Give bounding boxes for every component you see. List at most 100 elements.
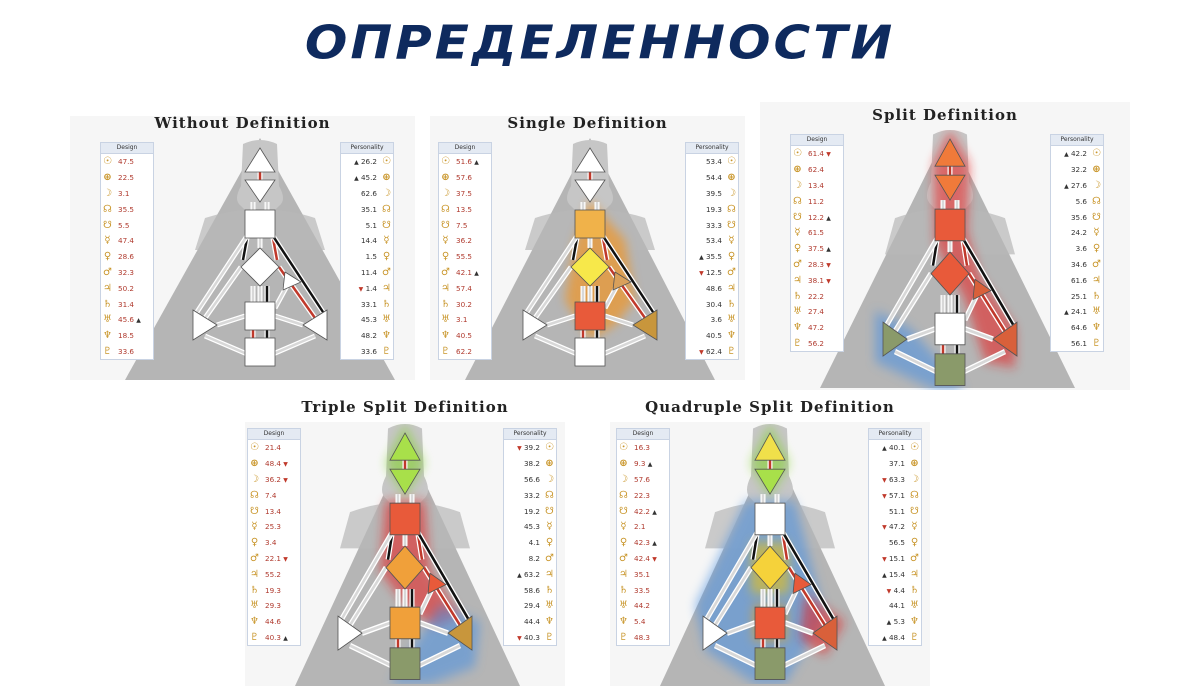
venus-icon: ♀ bbox=[545, 537, 554, 549]
planet-row: ♆ 40.5 bbox=[439, 328, 491, 344]
panel-single-definition: Single Definition Design ☉ 51.6 ▲ ⊕ 57.6 ☽ 37.… bbox=[430, 108, 745, 380]
mercury-icon: ☿ bbox=[911, 521, 918, 533]
planet-value: 16.3 bbox=[634, 443, 651, 453]
channel bbox=[893, 272, 933, 333]
channel bbox=[349, 644, 393, 668]
heart-center bbox=[612, 271, 632, 291]
planet-row: ☿ 25.3 bbox=[248, 519, 300, 535]
channel bbox=[604, 314, 634, 327]
saturn-icon: ♄ bbox=[545, 584, 554, 596]
panel-split-definition: Split Definition Design ☉ 61.4 ▼ ⊕ 62.4 ☽ 13.4… bbox=[760, 100, 1130, 390]
planet-row: ♂ 42.1 ▲ bbox=[439, 265, 491, 281]
planet-row: 51.1 ☋ bbox=[869, 503, 921, 519]
channel bbox=[726, 621, 756, 635]
planet-row: ♀ 28.6 bbox=[101, 249, 153, 265]
planet-row: 30.4 ♄ bbox=[686, 296, 738, 312]
solar-center bbox=[812, 615, 838, 651]
channel bbox=[272, 334, 316, 356]
planet-value: 31.4 bbox=[118, 299, 135, 309]
planet-value: 22.3 bbox=[634, 490, 651, 500]
neptune-icon: ♆ bbox=[103, 330, 112, 342]
mars-icon: ♂ bbox=[441, 266, 450, 278]
planet-value: 14.4 bbox=[360, 236, 377, 246]
planet-value: 51.6 ▲ bbox=[456, 157, 479, 167]
uranus-icon: ♅ bbox=[793, 306, 802, 318]
personality-table: Personality ▼ 39.2 ☉ 38.2 ⊕ 56.6 ☽ 33.2 ☊ 19.2 ☋ 45… bbox=[503, 428, 557, 647]
planet-value: 51.1 bbox=[888, 506, 905, 516]
planet-row: 5.1 ☋ bbox=[341, 217, 393, 233]
channel bbox=[533, 266, 573, 319]
planet-value: 48.2 bbox=[360, 331, 377, 341]
planet-value: ▼ 47.2 bbox=[882, 522, 905, 532]
planet-row: 32.2 ⊕ bbox=[1051, 162, 1103, 178]
channel bbox=[962, 350, 1006, 374]
jupiter-icon: ♃ bbox=[545, 568, 554, 580]
solar-center bbox=[632, 309, 658, 341]
head-center bbox=[389, 432, 421, 461]
planet-row: 33.3 ☋ bbox=[686, 217, 738, 233]
planet-row: 33.2 ☊ bbox=[504, 487, 556, 503]
neptune-icon: ♆ bbox=[250, 616, 259, 628]
planet-row: ♅ 44.2 bbox=[617, 598, 669, 614]
mars-icon: ♂ bbox=[250, 552, 259, 564]
planet-row: ▲ 63.2 ♃ bbox=[504, 566, 556, 582]
planet-value: 56.6 bbox=[523, 474, 540, 484]
ajna-center bbox=[244, 179, 276, 203]
design-table: Design ☉ 21.4 ⊕ 48.4 ▼ ☽ 36.2 ▼ ☊ 7.4 ☋ 13.4 ☿ 25.3 ♀… bbox=[247, 428, 301, 647]
planet-value: ▼ 4.4 bbox=[886, 585, 905, 595]
channel bbox=[781, 531, 835, 620]
planet-value: 61.6 bbox=[1070, 275, 1087, 285]
jupiter-icon: ♃ bbox=[727, 282, 736, 294]
planet-row: ♂ 28.3 ▼ bbox=[791, 257, 843, 273]
planet-value: 22.2 bbox=[808, 291, 825, 301]
uranus-icon: ♅ bbox=[545, 600, 554, 612]
planet-row: ⊕ 22.5 bbox=[101, 170, 153, 186]
channel bbox=[714, 644, 758, 668]
planet-value: 3.4 bbox=[265, 538, 277, 548]
saturn-icon: ♄ bbox=[910, 584, 919, 596]
earth-icon: ⊕ bbox=[727, 172, 736, 184]
g-center bbox=[385, 545, 425, 590]
planet-value: 36.2 bbox=[456, 236, 473, 246]
uranus-icon: ♅ bbox=[619, 600, 628, 612]
planet-row: ☊ 13.5 bbox=[439, 201, 491, 217]
planet-row: ♆ 18.5 bbox=[101, 328, 153, 344]
uranus-icon: ♅ bbox=[441, 314, 450, 326]
planet-row: 25.1 ♄ bbox=[1051, 288, 1103, 304]
planet-value: 19.3 bbox=[705, 204, 722, 214]
mercury-icon: ☿ bbox=[546, 521, 553, 533]
sacral-center bbox=[244, 301, 276, 331]
planet-row: ♅ 29.3 bbox=[248, 598, 300, 614]
mars-icon: ♂ bbox=[619, 552, 628, 564]
planet-value: ▼ 12.5 bbox=[699, 267, 722, 277]
planet-value: 25.3 bbox=[265, 522, 282, 532]
planet-value: 56.2 bbox=[808, 338, 825, 348]
planet-row: ▼ 62.4 ♇ bbox=[686, 344, 738, 360]
planet-row: 19.2 ☋ bbox=[504, 503, 556, 519]
channel bbox=[885, 237, 939, 326]
spleen-center bbox=[337, 615, 363, 651]
root-center bbox=[389, 647, 421, 680]
planet-value: 35.6 bbox=[1070, 212, 1087, 222]
planet-row: ⊕ 9.3 ▲ bbox=[617, 456, 669, 472]
planet-row: ♂ 32.3 bbox=[101, 265, 153, 281]
channel bbox=[784, 621, 814, 635]
planet-row: ☉ 47.5 bbox=[101, 154, 153, 170]
planet-row: ♃ 55.2 bbox=[248, 566, 300, 582]
moon-icon: ☽ bbox=[103, 187, 112, 199]
planet-row: ☉ 16.3 bbox=[617, 440, 669, 456]
planet-value: 11.2 bbox=[808, 196, 825, 206]
planet-row: 53.4 ☉ bbox=[686, 154, 738, 170]
planet-value: 5.6 bbox=[1075, 196, 1087, 206]
planet-value: 40.5 bbox=[705, 331, 722, 341]
planet-value: 29.4 bbox=[523, 601, 540, 611]
planet-value: 54.4 bbox=[705, 173, 722, 183]
panel-triple-split-definition: Triple Split Definition Design ☉ 21.4 ⊕ 48.4… bbox=[245, 396, 565, 686]
planet-row: 58.6 ♄ bbox=[504, 582, 556, 598]
ajna-center bbox=[934, 174, 966, 201]
channel bbox=[783, 588, 799, 615]
planet-row: 44.1 ♅ bbox=[869, 598, 921, 614]
root-center bbox=[934, 353, 966, 386]
planet-row: ♄ 19.3 bbox=[248, 582, 300, 598]
planet-row: ▼ 15.1 ♂ bbox=[869, 551, 921, 567]
